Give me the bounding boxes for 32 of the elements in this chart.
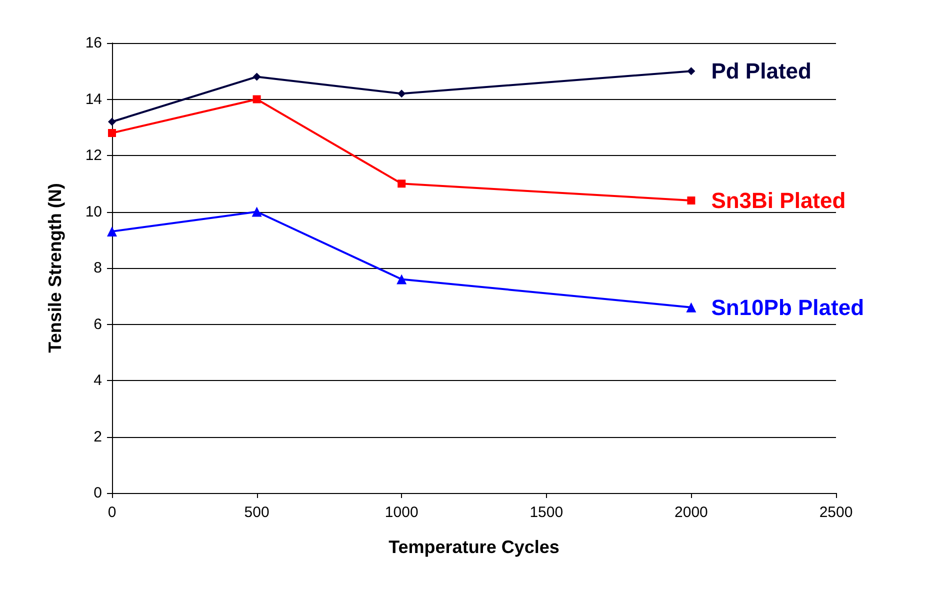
x-tick-label: 1500 [530, 504, 564, 521]
point [398, 180, 406, 188]
point [687, 67, 696, 76]
y-tick-label: 10 [85, 203, 102, 220]
x-axis-title: Temperature Cycles [388, 537, 560, 557]
point [107, 226, 117, 236]
y-tick-label: 16 [85, 34, 102, 52]
x-tick-label: 0 [108, 504, 116, 521]
point [686, 302, 696, 312]
point [108, 129, 116, 137]
series-label: Sn3Bi Plated [711, 188, 846, 213]
point [108, 118, 116, 126]
x-tick-label: 2500 [819, 504, 853, 521]
point [252, 206, 262, 217]
y-tick-label: 12 [85, 147, 102, 164]
point [252, 72, 261, 81]
x-tick-label: 1000 [384, 504, 418, 521]
y-tick-label: 8 [94, 260, 102, 276]
point [252, 95, 261, 104]
y-tick-label: 4 [94, 372, 102, 389]
y-tick-label: 6 [94, 316, 102, 333]
series-label: Pd Plated [711, 58, 812, 84]
y-axis-title: Tensile Strength (N) [45, 183, 65, 353]
point [396, 274, 407, 284]
point [687, 196, 696, 204]
point [398, 90, 406, 98]
y-tick-label: 14 [85, 90, 102, 108]
x-tick-label: 500 [244, 504, 270, 521]
x-tick-label: 2000 [674, 504, 708, 521]
y-tick-label: 2 [94, 428, 102, 446]
series-label: Sn10Pb Plated [711, 294, 864, 320]
y-tick-label: 0 [94, 484, 102, 502]
